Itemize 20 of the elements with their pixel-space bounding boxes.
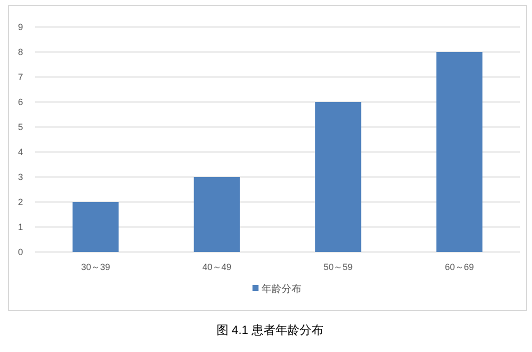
bar	[315, 102, 362, 252]
y-tick-label: 3	[18, 172, 23, 182]
x-tick-label: 30～39	[81, 262, 110, 272]
y-tick-label: 1	[18, 222, 23, 232]
bar	[436, 52, 482, 252]
y-tick-label: 7	[18, 72, 23, 82]
bar	[72, 202, 119, 252]
y-tick-label: 0	[18, 247, 23, 257]
y-tick-label: 9	[18, 22, 23, 32]
bar	[194, 177, 240, 252]
x-tick-label: 50～59	[324, 262, 353, 272]
y-tick-label: 2	[18, 197, 23, 207]
legend-label: 年龄分布	[262, 283, 302, 295]
y-tick-label: 4	[18, 147, 23, 157]
x-tick-label: 40～49	[202, 262, 232, 272]
x-tick-label: 60～69	[444, 262, 474, 272]
y-tick-label: 8	[18, 47, 23, 57]
y-tick-label: 6	[18, 97, 23, 107]
text: 图 4.1 患者年龄分布	[216, 323, 324, 337]
y-tick-label: 5	[18, 122, 23, 132]
